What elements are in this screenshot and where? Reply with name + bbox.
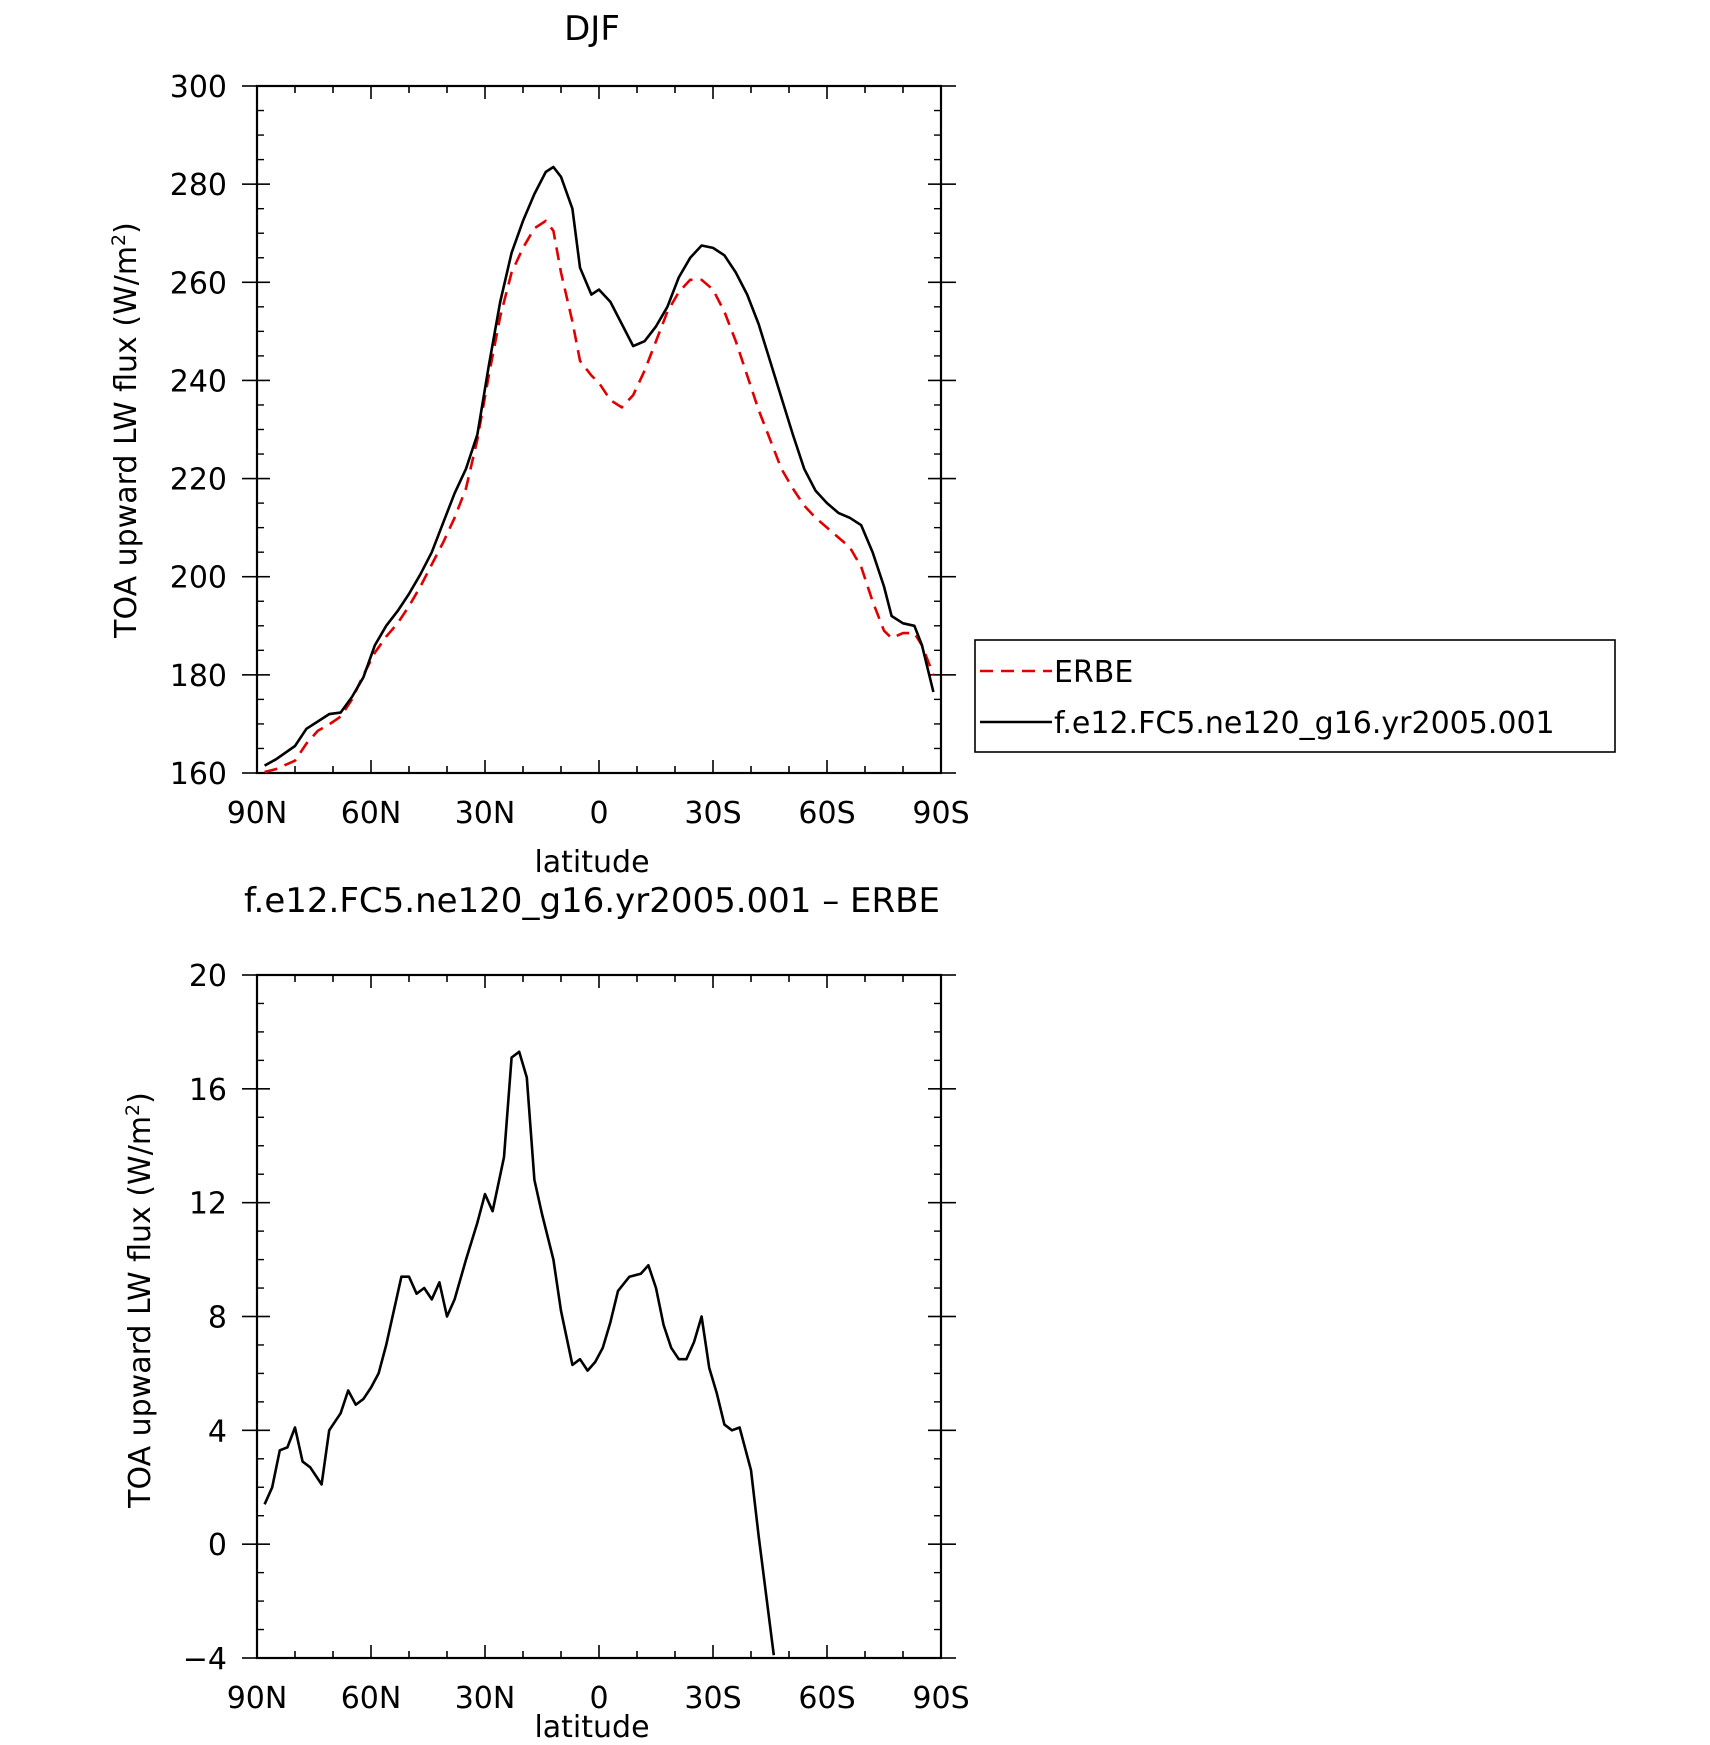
top-y-tick-label: 220 (170, 463, 227, 498)
bottom-x-tick-label: 60N (341, 1681, 402, 1716)
top-x-tick-label: 30S (684, 796, 741, 831)
bottom-y-tick-label: 12 (189, 1187, 227, 1222)
top-x-tick-label: 30N (455, 796, 516, 831)
bottom-y-axis-label: TOA upward LW flux (W/m2) (122, 1092, 158, 1509)
legend-box (974, 639, 1616, 753)
top-chart-title: DJF (564, 9, 620, 49)
top-series-line-1 (263, 165, 935, 767)
top-y-tick-label: 180 (170, 659, 227, 694)
bottom-y-tick-label: 4 (208, 1414, 227, 1449)
top-plot-area: 90N 60N 30N 0 30S 60S 90S 160 180 200 220 240 260 280… (170, 70, 970, 831)
bottom-x-tick-label: 90S (912, 1681, 969, 1716)
bottom-panel: f.e12.FC5.ne120_g16.yr2005.001 – ERBE 90… (122, 881, 970, 1745)
bottom-plot-area: 90N 60N 30N 0 30S 60S 90S −4 0 4 8 12 16 20 (183, 959, 970, 1716)
bottom-x-tick-label: 90N (227, 1681, 288, 1716)
top-x-tick-label: 90S (912, 796, 969, 831)
bottom-y-tick-label: −4 (183, 1642, 227, 1677)
legend-label-erbe: ERBE (1054, 655, 1133, 690)
bottom-y-tick-label: 0 (208, 1528, 227, 1563)
bottom-y-tick-label: 20 (189, 959, 227, 994)
bottom-x-tick-label: 0 (589, 1681, 608, 1716)
top-series-line-0 (264, 219, 935, 774)
top-y-tick-label: 280 (170, 168, 227, 203)
legend: ERBE f.e12.FC5.ne120_g16.yr2005.001 (974, 639, 1616, 753)
top-x-tick-label: 0 (589, 796, 608, 831)
bottom-x-axis-label: latitude (534, 1710, 649, 1745)
top-y-axis-label: TOA upward LW flux (W/m2) (108, 222, 144, 639)
top-x-tick-label: 60S (798, 796, 855, 831)
top-x-tick-label: 90N (227, 796, 288, 831)
top-panel: DJF 90N 60N 30N 0 30S 60S 90S 160 180 200 220 240 26… (108, 9, 970, 880)
top-plot-frame (255, 84, 943, 775)
bottom-y-tick-label: 8 (208, 1301, 227, 1336)
bottom-series-line-0 (263, 1050, 776, 1656)
top-y-tick-label: 300 (170, 70, 227, 105)
top-y-tick-label: 160 (170, 757, 227, 792)
bottom-x-tick-label: 30N (455, 1681, 516, 1716)
top-y-tick-label: 200 (170, 561, 227, 596)
bottom-x-tick-label: 60S (798, 1681, 855, 1716)
bottom-y-tick-label: 16 (189, 1073, 227, 1108)
legend-label-model: f.e12.FC5.ne120_g16.yr2005.001 (1054, 706, 1555, 741)
bottom-plot-frame (255, 973, 943, 1660)
top-y-tick-label: 260 (170, 266, 227, 301)
top-y-tick-label: 240 (170, 364, 227, 399)
top-x-tick-label: 60N (341, 796, 402, 831)
top-x-axis-label: latitude (534, 845, 649, 880)
bottom-chart-title: f.e12.FC5.ne120_g16.yr2005.001 – ERBE (244, 881, 940, 921)
bottom-x-tick-label: 30S (684, 1681, 741, 1716)
